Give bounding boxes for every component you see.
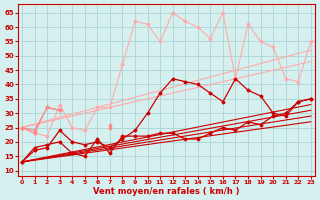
X-axis label: Vent moyen/en rafales ( km/h ): Vent moyen/en rafales ( km/h ) xyxy=(93,187,240,196)
